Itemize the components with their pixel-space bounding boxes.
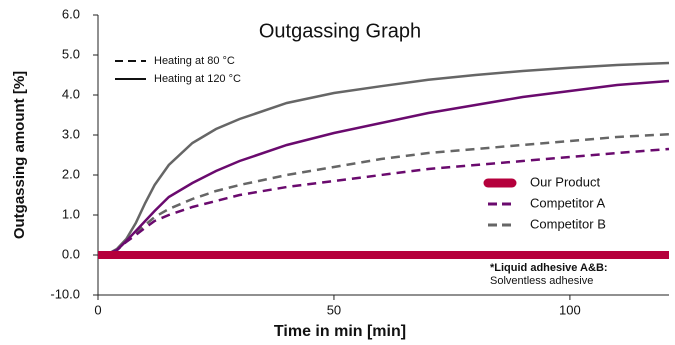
- y-tick-label: 3.0: [62, 126, 80, 141]
- legend-label: Competitor A: [530, 195, 605, 210]
- y-tick-label: 6.0: [62, 6, 80, 21]
- y-tick-label: 5.0: [62, 46, 80, 61]
- x-tick-label: 100: [559, 302, 581, 317]
- x-tick-label: 0: [94, 302, 101, 317]
- style-legend-label: Heating at 80 °C: [154, 55, 235, 67]
- x-tick-label: 50: [327, 302, 341, 317]
- data-line: [97, 61, 670, 257]
- legend-label: Competitor B: [530, 216, 606, 231]
- note-text: Solventless adhesive: [490, 275, 593, 287]
- style-legend-label: Heating at 120 °C: [154, 73, 241, 85]
- chart-title: Outgassing Graph: [259, 20, 421, 42]
- y-tick-label: -10.0: [50, 286, 80, 301]
- y-tick-label: 2.0: [62, 166, 80, 181]
- y-tick-label: 4.0: [62, 86, 80, 101]
- y-axis-title: Outgassing amount [%]: [11, 71, 28, 239]
- legend-label: Our Product: [530, 174, 600, 189]
- y-tick-label: 0.0: [62, 246, 80, 261]
- data-line: [97, 147, 670, 257]
- x-axis-title: Time in min [min]: [274, 323, 406, 340]
- y-tick-label: 1.0: [62, 206, 80, 221]
- note-title: *Liquid adhesive A&B:: [490, 262, 608, 274]
